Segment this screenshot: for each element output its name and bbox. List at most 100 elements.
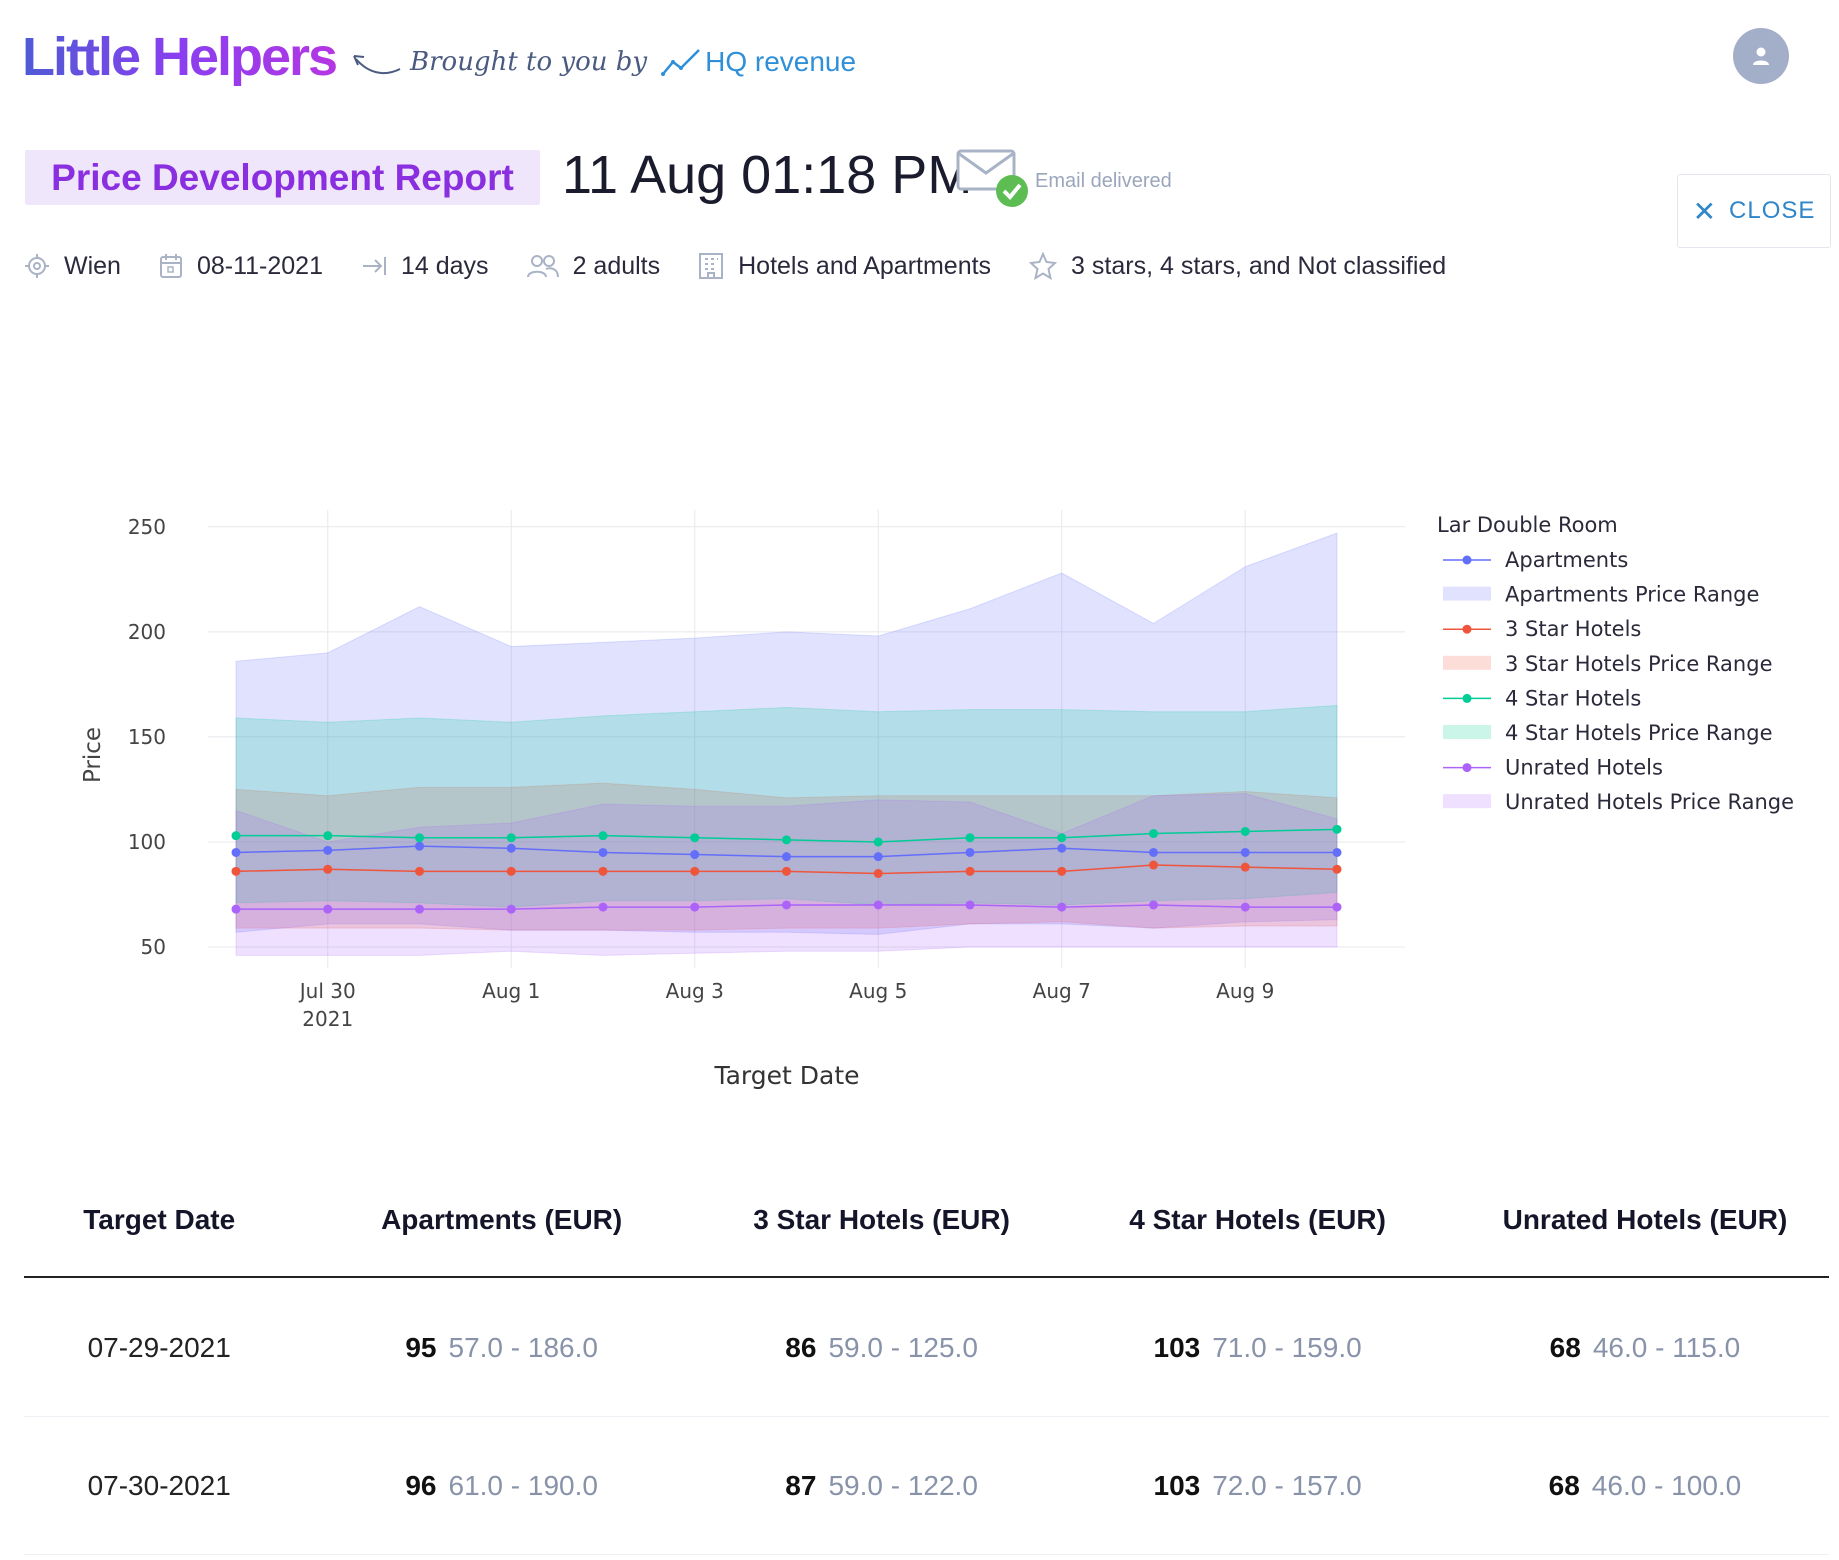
curved-arrow-icon: [353, 55, 401, 75]
legend-entry: Apartments Price Range: [1505, 583, 1759, 607]
cell-value: 96: [405, 1470, 437, 1501]
price-chart: 50 100 150 200 250 Jul 30 2021 Aug 1 Aug 3 Aug 5 A…: [80, 510, 1794, 1090]
cell-unrated: 68 46.0 - 115.0: [1461, 1332, 1829, 1364]
col-target-date[interactable]: Target Date: [83, 1204, 236, 1235]
users-icon: [526, 255, 559, 278]
price-range-band: [235, 704, 1338, 908]
data-point: [690, 833, 700, 843]
data-point: [1149, 900, 1158, 910]
data-point: [1332, 824, 1342, 834]
data-point: [506, 904, 516, 914]
email-status-text: Email delivered: [1035, 170, 1172, 192]
legend-entry: 4 Star Hotels Price Range: [1505, 721, 1772, 745]
hq-revenue-text: HQ revenue: [705, 46, 857, 77]
data-point: [598, 902, 608, 912]
filter-summary: Wien 08-11-2021 14 days 2 adults Hotels …: [24, 246, 1484, 286]
legend-band-swatch: [1443, 794, 1491, 809]
table-row: 07-30-2021 96 61.0 - 190.0 87 59.0 - 122.0…: [24, 1418, 1829, 1555]
legend-marker: [1462, 693, 1472, 703]
filter-date: 08-11-2021: [159, 252, 323, 281]
data-point: [690, 850, 700, 860]
legend-entry: Unrated Hotels Price Range: [1505, 790, 1794, 814]
cell-value: 87: [785, 1470, 817, 1501]
email-status-indicator: [956, 147, 1032, 216]
col-3-star-hotels[interactable]: 3 Star Hotels (EUR): [753, 1204, 1010, 1235]
filter-guests-text: 2 adults: [572, 251, 661, 280]
col-apartments[interactable]: Apartments (EUR): [381, 1204, 623, 1235]
data-point: [1240, 862, 1250, 872]
data-point: [231, 831, 241, 841]
close-icon: ✕: [1692, 195, 1718, 227]
legend-band-swatch: [1443, 725, 1491, 739]
data-point: [1057, 843, 1067, 853]
chart-series-lines: [231, 824, 1342, 914]
chart-axes: 50 100 150 200 250 Jul 30 2021 Aug 1 Aug 3 Aug 5 A…: [128, 515, 1275, 1031]
filter-property-types-text: Hotels and Apartments: [738, 251, 992, 280]
cell-range: 72.0 - 157.0: [1212, 1470, 1362, 1501]
cell-3-star: 86 59.0 - 125.0: [709, 1332, 1054, 1364]
data-point: [873, 900, 883, 910]
data-point: [1057, 902, 1067, 912]
data-point: [598, 847, 608, 857]
legend-marker: [1462, 624, 1472, 634]
data-point: [323, 845, 333, 855]
data-point: [506, 866, 516, 876]
data-point: [1149, 829, 1158, 839]
data-point: [965, 833, 975, 843]
cell-unrated: 68 46.0 - 100.0: [1461, 1470, 1829, 1502]
data-point: [965, 847, 975, 857]
close-button[interactable]: ✕ CLOSE: [1677, 174, 1831, 248]
data-point: [415, 904, 424, 914]
page-title: Price Development Report: [25, 150, 540, 205]
cell-date: 07-29-2021: [87, 1332, 231, 1363]
filter-duration: 14 days: [361, 252, 489, 281]
y-tick-label: 50: [141, 935, 166, 959]
cell-range: 59.0 - 125.0: [828, 1332, 978, 1363]
y-tick-label: 250: [128, 515, 166, 539]
data-point: [323, 864, 333, 874]
data-point: [965, 900, 975, 910]
close-label: CLOSE: [1729, 197, 1816, 224]
x-tick-label: Aug 1: [482, 979, 540, 1003]
chart-price-bands: [235, 532, 1338, 956]
user-avatar[interactable]: [1733, 28, 1789, 84]
location-target-icon: [25, 254, 49, 278]
col-4-star-hotels[interactable]: 4 Star Hotels (EUR): [1129, 1204, 1386, 1235]
legend-band-swatch: [1443, 586, 1491, 601]
data-point: [415, 833, 424, 843]
data-point: [782, 852, 791, 862]
data-point: [1240, 847, 1250, 857]
x-axis-label: Target Date: [713, 1061, 859, 1090]
y-tick-label: 100: [128, 830, 166, 854]
mail-delivered-icon: [956, 149, 1028, 207]
data-point: [506, 833, 516, 843]
data-point: [873, 837, 883, 847]
building-icon: [699, 253, 724, 279]
legend-entry: 3 Star Hotels Price Range: [1505, 652, 1772, 676]
data-point: [231, 847, 241, 857]
legend-entry: Unrated Hotels: [1505, 756, 1663, 780]
cell-3-star: 87 59.0 - 122.0: [709, 1470, 1054, 1502]
filter-ratings: 3 stars, 4 stars, and Not classified: [1029, 252, 1446, 281]
y-tick-label: 150: [128, 725, 166, 749]
data-point: [873, 852, 883, 862]
chart-legend: Lar Double Room Apartments Apartments Pric…: [1437, 513, 1794, 814]
data-point: [782, 835, 791, 845]
data-point: [873, 868, 883, 878]
cell-range: 61.0 - 190.0: [448, 1470, 598, 1501]
data-point: [1332, 864, 1342, 874]
data-point: [415, 866, 424, 876]
filter-property-types: Hotels and Apartments: [698, 252, 991, 281]
x-tick-year-label: 2021: [302, 1007, 353, 1031]
legend-marker: [1462, 763, 1472, 773]
legend-entry: Apartments: [1505, 548, 1628, 572]
cell-range: 46.0 - 115.0: [1592, 1332, 1741, 1363]
y-axis-label: Price: [80, 727, 106, 783]
calendar-icon: [159, 254, 182, 278]
legend-entry: 4 Star Hotels: [1505, 686, 1641, 710]
data-point: [965, 866, 975, 876]
byline: Brought to you by HQ revenue: [350, 40, 856, 84]
col-unrated-hotels[interactable]: Unrated Hotels (EUR): [1502, 1204, 1788, 1235]
legend-band-swatch: [1443, 655, 1491, 670]
data-point: [1240, 826, 1250, 836]
